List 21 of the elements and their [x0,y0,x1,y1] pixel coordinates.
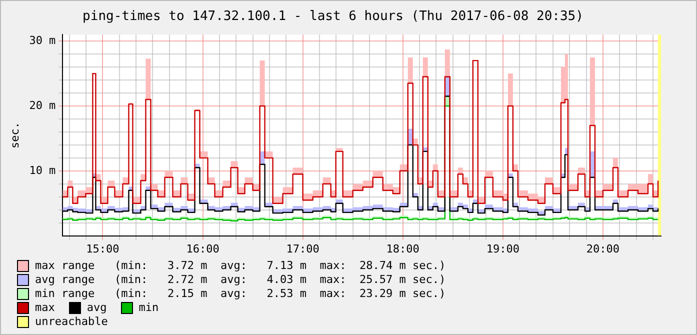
legend-label: unreachable [35,315,109,328]
legend-label: min [138,301,159,314]
y-axis-title: sec. [8,122,22,148]
legend-label: max [34,301,55,314]
legend-label: min range [35,287,96,300]
y-tick-label: 10 m [29,164,56,177]
text: (min: 2.15 m avg: 2.53 m max: 23.29 m sec.) [114,287,446,300]
x-tick-label: 17:00 [286,242,320,256]
legend-label: max range [35,259,96,272]
legend-label: avg range [35,273,96,286]
x-tick-label: 20:00 [586,242,620,256]
x-tick-label: 18:00 [386,242,420,256]
chart-title: ping-times to 147.32.100.1 - last 6 hours (Thu 2017-06-08 20:35) [82,9,584,24]
y-tick-label: 30 m [29,34,56,47]
text: (min: 3.72 m avg: 7.13 m max: 28.74 m sec.) [114,259,446,272]
x-tick-label: 15:00 [86,242,120,256]
y-tick-label: 20 m [29,98,56,112]
x-tick-label: 19:00 [486,242,520,256]
text: (min: 2.72 m avg: 4.03 m max: 25.57 m sec.) [114,273,446,286]
legend-label: avg [86,301,107,314]
x-tick-label: 16:00 [186,242,220,256]
